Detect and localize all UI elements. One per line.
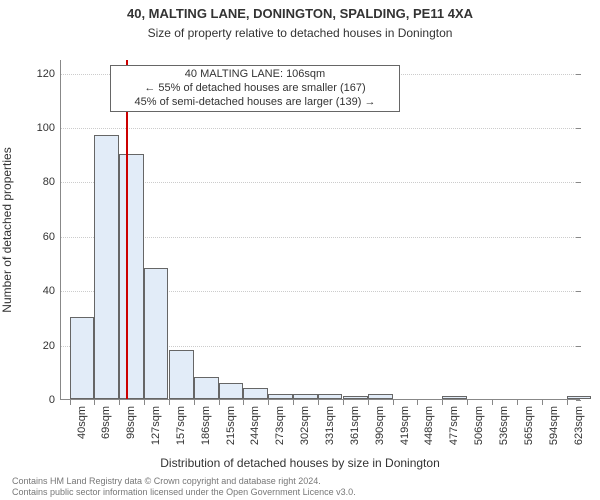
x-tick-label: 390sqm xyxy=(372,406,386,445)
chart-container: { "chart": { "type": "histogram", "title… xyxy=(0,0,600,500)
footer-line-1: Contains HM Land Registry data © Crown c… xyxy=(12,476,600,487)
x-tick-label: 565sqm xyxy=(521,406,535,445)
x-tick-mark xyxy=(70,400,71,405)
histogram-bar xyxy=(119,154,144,399)
x-tick-mark xyxy=(144,400,145,405)
x-tick-mark xyxy=(368,400,369,405)
x-tick-label: 361sqm xyxy=(347,406,361,445)
x-tick-label: 331sqm xyxy=(322,406,336,445)
y-tick-label: 60 xyxy=(43,231,61,243)
grid-line xyxy=(61,128,580,129)
y-tick-label: 80 xyxy=(43,176,61,188)
x-tick-mark xyxy=(293,400,294,405)
x-tick-mark xyxy=(243,400,244,405)
annotation-line-2: ← 55% of detached houses are smaller (16… xyxy=(117,82,393,96)
x-tick-label: 69sqm xyxy=(98,406,112,439)
x-tick-label: 98sqm xyxy=(123,406,137,439)
x-tick-label: 186sqm xyxy=(198,406,212,445)
x-tick-mark xyxy=(417,400,418,405)
histogram-bar xyxy=(318,394,343,399)
x-tick-label: 594sqm xyxy=(546,406,560,445)
x-tick-mark xyxy=(567,400,568,405)
histogram-bar xyxy=(194,377,219,399)
x-tick-mark xyxy=(542,400,543,405)
x-tick-mark xyxy=(442,400,443,405)
histogram-bar xyxy=(94,135,119,399)
footer-attribution: Contains HM Land Registry data © Crown c… xyxy=(0,476,600,499)
y-tick-label: 40 xyxy=(43,285,61,297)
x-tick-label: 273sqm xyxy=(272,406,286,445)
x-tick-mark xyxy=(94,400,95,405)
x-tick-mark xyxy=(169,400,170,405)
histogram-bar xyxy=(144,268,169,399)
x-tick-mark xyxy=(343,400,344,405)
footer-line-2: Contains public sector information licen… xyxy=(12,487,600,498)
histogram-bar xyxy=(368,394,393,399)
x-tick-label: 448sqm xyxy=(421,406,435,445)
histogram-bar xyxy=(442,396,467,399)
y-tick-label: 0 xyxy=(49,394,61,406)
x-tick-mark xyxy=(219,400,220,405)
y-tick-label: 20 xyxy=(43,340,61,352)
y-tick-mark xyxy=(576,128,581,129)
histogram-bar xyxy=(70,317,95,399)
x-tick-label: 477sqm xyxy=(446,406,460,445)
annotation-line-3: 45% of semi-detached houses are larger (… xyxy=(117,96,393,110)
histogram-bar xyxy=(219,383,244,399)
y-tick-mark xyxy=(576,74,581,75)
y-tick-mark xyxy=(576,400,581,401)
y-tick-mark xyxy=(576,182,581,183)
x-axis-label: Distribution of detached houses by size … xyxy=(0,456,600,470)
y-tick-label: 100 xyxy=(37,122,61,134)
x-tick-mark xyxy=(393,400,394,405)
x-tick-label: 127sqm xyxy=(148,406,162,445)
x-tick-label: 157sqm xyxy=(173,406,187,445)
y-axis-label: Number of detached properties xyxy=(0,147,14,312)
x-tick-label: 623sqm xyxy=(571,406,585,445)
x-tick-label: 215sqm xyxy=(223,406,237,445)
y-tick-mark xyxy=(576,237,581,238)
x-tick-label: 302sqm xyxy=(297,406,311,445)
annotation-line-1: 40 MALTING LANE: 106sqm xyxy=(117,68,393,82)
y-tick-mark xyxy=(576,346,581,347)
x-tick-label: 40sqm xyxy=(74,406,88,439)
x-tick-label: 536sqm xyxy=(496,406,510,445)
histogram-bar xyxy=(293,394,318,399)
chart-title: 40, MALTING LANE, DONINGTON, SPALDING, P… xyxy=(0,6,600,21)
x-tick-label: 506sqm xyxy=(471,406,485,445)
x-tick-mark xyxy=(318,400,319,405)
x-tick-mark xyxy=(268,400,269,405)
histogram-bar xyxy=(343,396,368,399)
histogram-bar xyxy=(169,350,194,399)
x-tick-label: 244sqm xyxy=(247,406,261,445)
histogram-bar xyxy=(268,394,293,399)
marker-annotation-box: 40 MALTING LANE: 106sqm ← 55% of detache… xyxy=(110,65,400,112)
y-tick-mark xyxy=(576,291,581,292)
x-tick-label: 419sqm xyxy=(397,406,411,445)
x-tick-mark xyxy=(517,400,518,405)
chart-subtitle: Size of property relative to detached ho… xyxy=(0,26,600,40)
x-tick-mark xyxy=(194,400,195,405)
x-tick-mark xyxy=(492,400,493,405)
y-tick-label: 120 xyxy=(37,68,61,80)
histogram-bar xyxy=(243,388,268,399)
x-tick-mark xyxy=(467,400,468,405)
histogram-bar xyxy=(567,396,592,399)
x-tick-mark xyxy=(119,400,120,405)
